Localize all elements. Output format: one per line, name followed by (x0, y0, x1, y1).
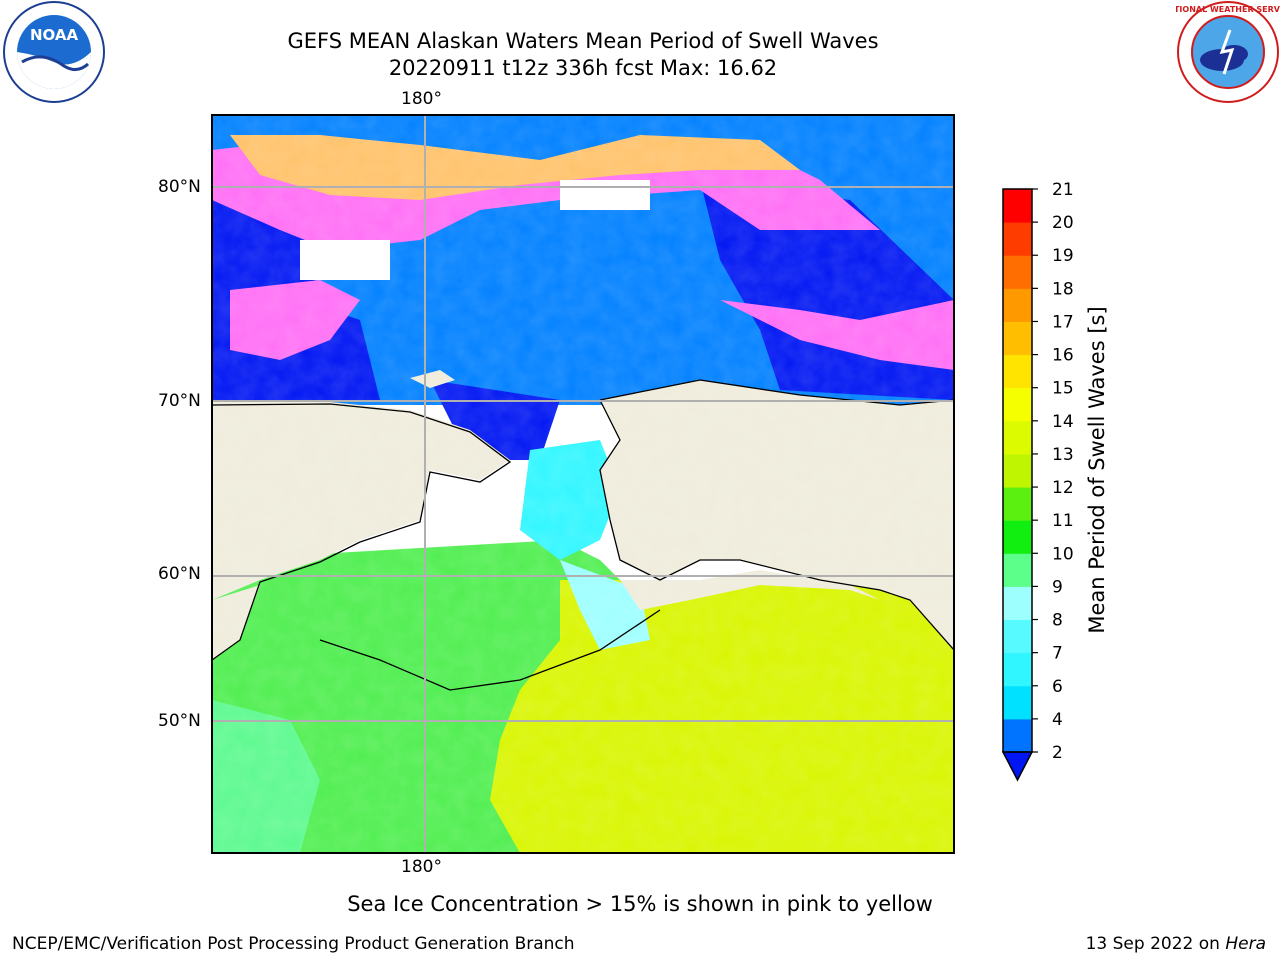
colorbar-title: Mean Period of Swell Waves [s] (1085, 306, 1109, 634)
colorbar-segment (1003, 189, 1032, 223)
footer-credit: NCEP/EMC/Verification Post Processing Pr… (12, 934, 575, 954)
colorbar-segment (1003, 652, 1032, 687)
coastline-alaska (599, 379, 954, 406)
colorbar-tick-label: 17 (1052, 312, 1074, 332)
colorbar-segment (1003, 222, 1032, 256)
colorbar-segment (1003, 453, 1032, 488)
colorbar-tick-label: 20 (1052, 213, 1074, 233)
lon-label-bottom: 180° (401, 857, 442, 877)
lat-label-80n: 80°N (158, 177, 201, 197)
colorbar-segment (1003, 420, 1032, 455)
colorbar-tick-label: 11 (1052, 511, 1074, 531)
colorbar-tick-label: 4 (1052, 710, 1063, 730)
colorbar-tick-label: 8 (1052, 611, 1063, 631)
colorbar-segment (1003, 354, 1032, 389)
colorbar-segment (1003, 255, 1032, 289)
colorbar-segment (1003, 718, 1032, 753)
sea-ice-caption: Sea Ice Concentration > 15% is shown in … (347, 892, 933, 916)
noaa-logo-text: NOAA (30, 26, 79, 44)
colorbar-tick-label: 14 (1052, 412, 1074, 432)
coastline-aleutians (319, 609, 661, 691)
map-title: GEFS MEAN Alaskan Waters Mean Period of … (287, 29, 879, 53)
colorbar-tick-label: 10 (1052, 544, 1074, 564)
colorbar-under-arrow (1001, 751, 1034, 782)
colorbar: 2 4 6 7 8 9 10 11 12 13 14 15 16 17 18 19 20 21 (1001, 180, 1074, 782)
lat-label-70n: 70°N (158, 391, 201, 411)
coastline-alaska-west (599, 399, 954, 651)
noaa-logo: NOAA (3, 1, 105, 103)
colorbar-segment (1003, 553, 1032, 587)
colorbar-segment (1003, 387, 1032, 422)
colorbar-frame (1002, 188, 1033, 753)
colorbar-tick-label: 9 (1052, 577, 1063, 597)
colorbar-segment (1003, 288, 1032, 322)
colorbar-tick-label: 21 (1052, 180, 1074, 200)
nws-logo-text: NATIONAL WEATHER SERVICE (1176, 5, 1280, 14)
colorbar-tick-label: 7 (1052, 644, 1063, 664)
colorbar-segment (1003, 321, 1032, 356)
map-frame (211, 114, 955, 854)
colorbar-tick-label: 19 (1052, 246, 1074, 266)
nws-logo: NATIONAL WEATHER SERVICE (1176, 1, 1280, 103)
colorbar-segment (1003, 520, 1032, 554)
colorbar-tick-label: 6 (1052, 677, 1063, 697)
colorbar-segment (1003, 619, 1032, 654)
footer-host: Hera (1225, 934, 1266, 954)
colorbar-tick-label: 15 (1052, 379, 1074, 399)
lat-label-60n: 60°N (158, 564, 201, 584)
field-texture (212, 115, 954, 853)
lat-label-50n: 50°N (158, 711, 201, 731)
lon-label-top: 180° (401, 89, 442, 109)
footer-date-text: 13 Sep 2022 on (1085, 934, 1226, 954)
coastline-russia (212, 403, 512, 661)
map-subtitle: 20220911 t12z 336h fcst Max: 16.62 (388, 56, 778, 80)
colorbar-segment (1003, 487, 1032, 521)
colorbar-tick-label: 18 (1052, 279, 1074, 299)
colorbar-segment (1003, 685, 1032, 720)
colorbar-tick-label: 12 (1052, 478, 1074, 498)
colorbar-tick-label: 13 (1052, 445, 1074, 465)
colorbar-segment (1003, 586, 1032, 621)
colorbar-tick-label: 16 (1052, 346, 1074, 366)
colorbar-tick-label: 2 (1052, 743, 1063, 763)
footer-date: 13 Sep 2022 on Hera (1086, 934, 1266, 954)
